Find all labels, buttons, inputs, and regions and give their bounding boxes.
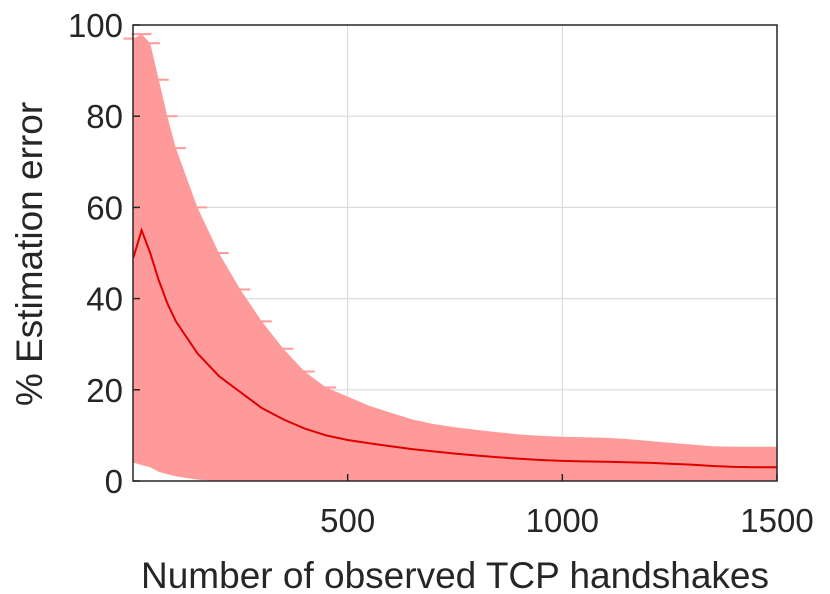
y-tick-label-3: 60	[86, 189, 123, 226]
y-tick-label-2: 40	[86, 281, 123, 318]
plot-axes	[132, 24, 778, 482]
mean-error-line	[132, 227, 777, 469]
axes-box	[132, 24, 778, 482]
x-tick-label-0: 500	[320, 502, 375, 539]
x-axis-label: Number of observed TCP handshakes	[141, 555, 769, 594]
tick-labels: 500 1000 1500 0 20 40 60 80 100	[68, 7, 814, 539]
error-band-area-0	[133, 34, 777, 481]
y-tick-label-1: 20	[86, 372, 123, 409]
x-tick-label-1: 1000	[526, 502, 599, 539]
mean-error-path-0	[132, 227, 777, 469]
x-tick-label-2: 1500	[740, 502, 813, 539]
y-tick-label-0: 0	[105, 463, 123, 500]
y-axis-label: % Estimation error	[9, 102, 50, 406]
y-tick-label-5: 100	[68, 7, 123, 44]
y-tick-label-4: 80	[86, 98, 123, 135]
error-band	[123, 33, 777, 481]
